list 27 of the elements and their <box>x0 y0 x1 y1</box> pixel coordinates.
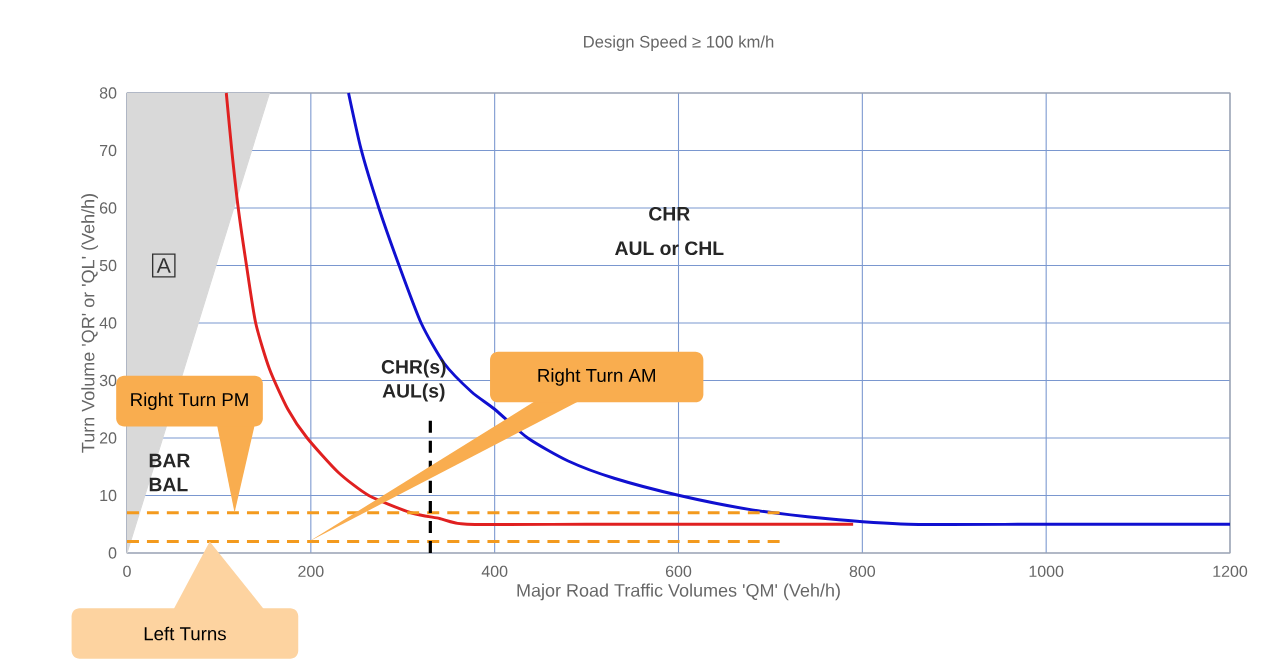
y-tick-label: 60 <box>99 202 117 214</box>
x-tick-label: 1200 <box>1213 565 1248 578</box>
line-series <box>347 91 1232 526</box>
x-tick-label: 800 <box>849 565 876 578</box>
y-tick-label: 40 <box>99 317 117 329</box>
y-tick-label: 50 <box>99 259 117 272</box>
x-tick-label: 600 <box>665 565 692 578</box>
y-tick-label: 0 <box>108 547 117 559</box>
annotation: CHR(s) AUL(s) <box>381 359 446 402</box>
annotation: Right Turn AM <box>538 368 655 386</box>
x-tick-label: 200 <box>298 565 324 578</box>
y-tick-label: 20 <box>99 432 117 444</box>
annotation: A <box>156 258 171 273</box>
y-axis-title: Turn Volume 'QR' or 'QL' (Veh/h) <box>81 194 99 453</box>
text: Left Turns <box>144 626 226 641</box>
annotation: BAR BAL <box>149 453 190 492</box>
x-tick-label: 0 <box>123 565 131 578</box>
y-tick-label: 80 <box>99 87 117 99</box>
x-tick-label: 1000 <box>1029 565 1064 578</box>
annotation: Right Turn PM <box>131 392 248 410</box>
y-tick-label: 70 <box>99 144 117 157</box>
chart-title: Design Speed ≥ 100 km/h <box>584 35 774 51</box>
y-tick-label: 30 <box>99 374 117 387</box>
x-axis-title: Major Road Traffic Volumes 'QM' (Veh/h) <box>517 583 840 601</box>
line-series <box>224 91 855 526</box>
y-tick-label: 10 <box>100 489 117 502</box>
x-tick-label: 400 <box>481 565 508 578</box>
